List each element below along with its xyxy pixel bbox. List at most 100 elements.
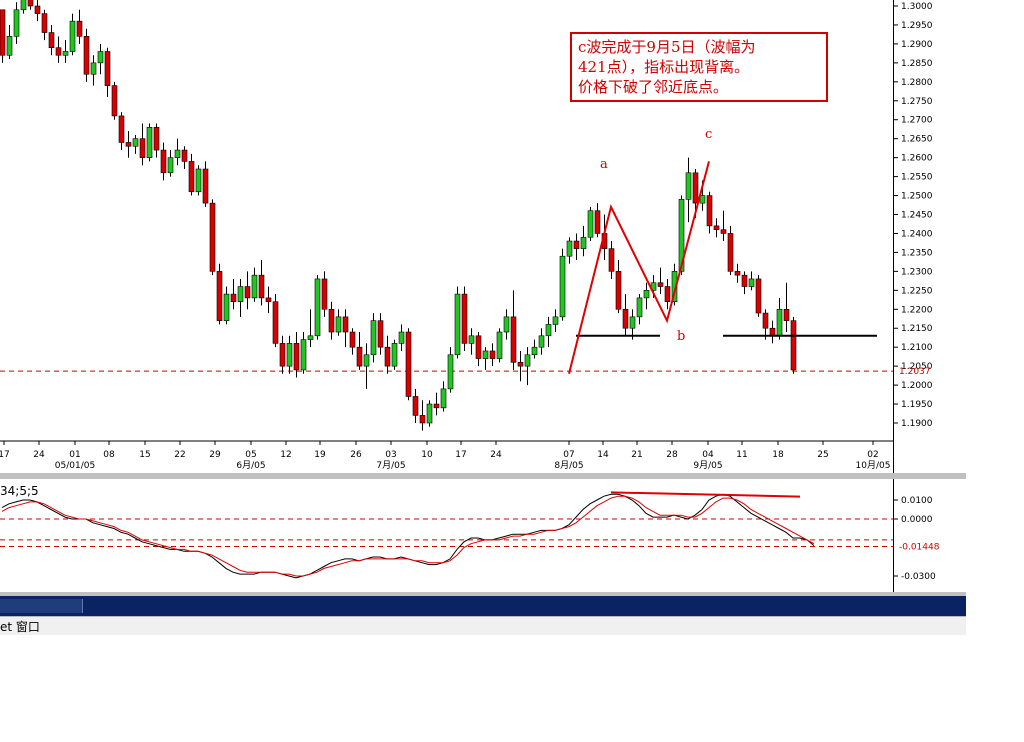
candle	[496, 328, 503, 363]
candle	[524, 347, 531, 386]
candle-body	[615, 271, 622, 310]
annotation-line-1: c波完成于9月5日（波幅为	[578, 38, 756, 56]
price-tick-label: 1.2700	[901, 116, 933, 126]
candle-body	[391, 343, 398, 367]
horizontal-scrollbar[interactable]	[0, 596, 966, 616]
day-tick-label: 10	[421, 450, 433, 460]
price-tick-label: 1.1950	[901, 400, 933, 410]
candle	[349, 328, 356, 355]
candle-body	[34, 5, 41, 14]
candle	[202, 161, 209, 207]
day-tick-label: 29	[209, 450, 221, 460]
candle-body	[412, 396, 419, 416]
candle-body	[531, 346, 538, 356]
candle	[384, 335, 391, 374]
candle-body	[713, 225, 720, 230]
candle	[104, 47, 111, 97]
candle	[314, 275, 321, 340]
candle-body	[195, 168, 202, 193]
candle	[489, 343, 496, 367]
month-tick-label: 9月/05	[693, 460, 722, 471]
candle-body	[629, 316, 636, 329]
price-tick-label: 1.2650	[901, 135, 933, 145]
candle-body	[559, 255, 566, 318]
candle-body	[503, 316, 510, 333]
divergence-line	[610, 491, 801, 498]
candle-body	[349, 331, 356, 348]
candle-body	[433, 403, 440, 409]
candle	[335, 309, 342, 336]
candle-body	[608, 248, 615, 272]
day-tick-label: 15	[139, 450, 150, 460]
indicator-pane[interactable]: 34;5;5	[0, 479, 893, 592]
candle-body	[447, 354, 454, 390]
candle-body	[146, 127, 153, 158]
candle-body	[580, 236, 587, 249]
candle	[706, 191, 713, 234]
day-tick-label: 28	[666, 450, 678, 460]
menu-strip: et 窗口	[0, 616, 966, 635]
candle-body	[664, 286, 671, 302]
candle	[293, 332, 300, 378]
price-tick-label: 1.2900	[901, 40, 933, 50]
candle-body	[321, 278, 328, 310]
candle	[111, 81, 118, 120]
candle-body	[244, 286, 251, 299]
candle	[776, 297, 783, 340]
candle-body	[678, 199, 685, 272]
candle-body	[636, 297, 643, 318]
day-tick-label: 19	[314, 450, 326, 460]
candle-body	[706, 195, 713, 227]
candle	[27, 0, 34, 10]
candle	[69, 13, 76, 56]
candle-body	[524, 354, 531, 367]
candle-body	[300, 339, 307, 371]
candle	[783, 282, 790, 333]
candle	[279, 335, 286, 374]
scrollbar-thumb[interactable]	[0, 599, 83, 613]
chart-window: 17 24 01 08 15 22 29 05 12 19 26 03 10 17 24 07 14 21 28 04…	[0, 0, 966, 596]
candle	[517, 350, 524, 382]
candle	[377, 313, 384, 355]
month-tick-label: 7月/05	[376, 460, 405, 471]
price-tick-label: 1.2250	[901, 286, 933, 296]
window-menu-item[interactable]: et 窗口	[0, 620, 40, 634]
candle	[76, 9, 83, 44]
candle	[370, 313, 377, 363]
candle	[573, 233, 580, 260]
candle-body	[181, 149, 188, 162]
candle	[636, 294, 643, 325]
candle-body	[6, 36, 13, 56]
candle-body	[41, 13, 48, 33]
candle-body	[461, 293, 468, 344]
candle-body	[48, 32, 55, 48]
candle	[167, 150, 174, 177]
candle	[118, 112, 125, 151]
candle-body	[342, 316, 349, 333]
candle-body	[272, 301, 279, 344]
indicator-svg: 34;5;5	[0, 484, 893, 579]
candle-body	[468, 335, 475, 344]
candle-body	[727, 233, 734, 272]
price-tick-label: 1.2800	[901, 78, 933, 88]
price-tick-label: 1.2450	[901, 211, 933, 221]
price-tick-label: 1.2150	[901, 324, 933, 334]
price-axis-svg: 1.3000 1.2950 1.2900 1.2850 1.2800 1.2750 1.27…	[894, 2, 933, 429]
wave-label-a: a	[600, 156, 608, 172]
candle	[741, 271, 748, 295]
indicator-axis-svg: 0.0100 0.0000 -0.0300 -0.01448	[894, 496, 940, 582]
candle	[153, 123, 160, 158]
candle-body	[692, 172, 699, 204]
candle	[629, 309, 636, 340]
candle-body	[440, 388, 447, 409]
candle-body	[741, 274, 748, 287]
candle	[748, 271, 755, 291]
candle	[286, 335, 293, 374]
candle-body	[517, 362, 524, 367]
candle	[237, 278, 244, 317]
candle-body	[328, 308, 335, 333]
candle-body	[762, 312, 769, 329]
candle-body	[62, 51, 69, 56]
candle	[720, 210, 727, 242]
month-tick-label: 8月/05	[554, 460, 583, 471]
